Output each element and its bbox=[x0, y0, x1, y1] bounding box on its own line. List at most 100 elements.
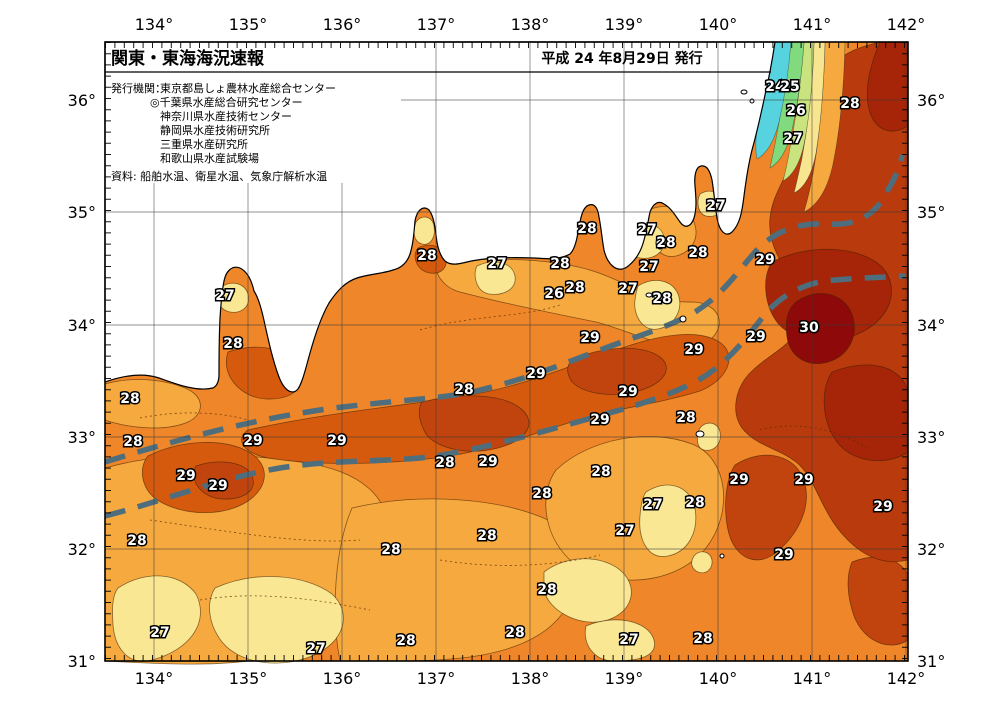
temperature-label: 28 bbox=[123, 434, 142, 450]
temperature-label: 28 bbox=[840, 96, 859, 112]
temperature-label: 29 bbox=[729, 472, 748, 488]
lat-axis-label-left: 36° bbox=[68, 91, 96, 110]
temperature-label: 29 bbox=[478, 454, 497, 470]
temperature-label: 27 bbox=[150, 625, 169, 641]
temperature-label: 27 bbox=[618, 281, 637, 297]
temperature-label: 28 bbox=[127, 533, 146, 549]
lat-axis-label-left: 31° bbox=[68, 652, 96, 671]
temperature-label: 29 bbox=[794, 472, 813, 488]
temperature-label: 25 bbox=[780, 79, 799, 95]
temperature-label: 29 bbox=[774, 547, 793, 563]
temperature-label: 28 bbox=[454, 382, 473, 398]
lon-axis-label-top: 138° bbox=[511, 15, 550, 34]
temperature-label: 28 bbox=[676, 410, 695, 426]
lon-axis-label-bottom: 134° bbox=[135, 669, 174, 688]
lon-axis-label-bottom: 135° bbox=[229, 669, 268, 688]
temperature-label: 29 bbox=[684, 342, 703, 358]
lon-axis-label-top: 135° bbox=[229, 15, 268, 34]
lon-axis-label-top: 134° bbox=[135, 15, 174, 34]
lat-axis-label-right: 32° bbox=[917, 540, 945, 559]
lon-axis-label-bottom: 136° bbox=[323, 669, 362, 688]
temperature-label: 28 bbox=[505, 625, 524, 641]
temperature-label: 28 bbox=[532, 486, 551, 502]
lat-axis-label-right: 33° bbox=[917, 428, 945, 447]
temperature-label: 29 bbox=[755, 252, 774, 268]
temperature-label: 28 bbox=[537, 582, 556, 598]
lon-axis-label-top: 136° bbox=[323, 15, 362, 34]
temperature-label: 27 bbox=[639, 259, 658, 275]
lat-axis-label-left: 32° bbox=[68, 540, 96, 559]
temperature-label: 30 bbox=[799, 320, 819, 336]
temperature-label: 29 bbox=[746, 329, 765, 345]
temperature-label: 28 bbox=[120, 391, 139, 407]
temperature-label: 27 bbox=[615, 523, 634, 539]
temperature-label: 28 bbox=[656, 235, 675, 251]
lat-axis-label-right: 35° bbox=[917, 203, 945, 222]
temperature-label: 27 bbox=[706, 198, 725, 214]
publisher-line: 静岡県水産技術研究所 bbox=[160, 123, 270, 137]
lon-axis-label-top: 142° bbox=[887, 15, 926, 34]
publisher-line: 神奈川県水産技術センター bbox=[160, 109, 292, 123]
lon-axis-label-bottom: 140° bbox=[699, 669, 738, 688]
temperature-label: 28 bbox=[688, 245, 707, 261]
lat-axis-label-left: 35° bbox=[68, 203, 96, 222]
lon-axis-label-bottom: 141° bbox=[793, 669, 832, 688]
temperature-label: 28 bbox=[577, 221, 596, 237]
lon-axis-label-bottom: 142° bbox=[887, 669, 926, 688]
lat-axis-label-left: 33° bbox=[68, 428, 96, 447]
current-line-south bbox=[104, 273, 907, 519]
temperature-label: 28 bbox=[652, 291, 671, 307]
coastal-cool-bands bbox=[755, 41, 846, 213]
temperature-label: 29 bbox=[590, 412, 609, 428]
temperature-label: 26 bbox=[786, 103, 805, 119]
island-hachijojima bbox=[695, 430, 705, 438]
temperature-label: 27 bbox=[783, 131, 802, 147]
map-title: 関東・東海海況速報 bbox=[111, 48, 265, 69]
lon-axis-label-top: 137° bbox=[417, 15, 456, 34]
temperature-label: 28 bbox=[477, 528, 496, 544]
temperature-label: 27 bbox=[619, 632, 638, 648]
map-frame bbox=[104, 41, 909, 662]
lon-axis-label-bottom: 137° bbox=[417, 669, 456, 688]
dotted-contours bbox=[139, 304, 871, 611]
publisher-line: 東京都島しょ農林水産総合センター bbox=[160, 81, 336, 95]
data-source-note: 資料: 船舶水温、衛星水温、気象庁解析水温 bbox=[111, 169, 327, 183]
temperature-label: 27 bbox=[487, 256, 506, 272]
temperature-label: 29 bbox=[526, 366, 545, 382]
island-shikinejima bbox=[653, 294, 659, 300]
temperature-label: 26 bbox=[544, 286, 563, 302]
publisher-label: 発行機関： bbox=[111, 81, 166, 95]
lat-axis-label-right: 31° bbox=[917, 652, 945, 671]
temperature-label: 28 bbox=[685, 495, 704, 511]
coastal-islet-1 bbox=[740, 89, 748, 95]
izu-islands bbox=[645, 89, 755, 559]
temperature-label: 27 bbox=[643, 497, 662, 513]
temperature-label: 28 bbox=[396, 633, 415, 649]
temperature-label: 28 bbox=[565, 280, 584, 296]
header-block: 関東・東海海況速報 平成 24 年8月29日 発行 発行機関： 東京都島しょ農林… bbox=[105, 43, 771, 183]
publisher-line: 和歌山県水産試験場 bbox=[160, 151, 259, 165]
temperature-label: 28 bbox=[435, 455, 454, 471]
current-line-north bbox=[104, 154, 905, 465]
island-oshima bbox=[655, 236, 665, 250]
temperature-label: 28 bbox=[381, 542, 400, 558]
temperature-label: 29 bbox=[618, 384, 637, 400]
lon-axis-label-top: 139° bbox=[605, 15, 644, 34]
axis-labels: 134° 134° 135° 135° 136° 136° 137° 137° 138° 138°… bbox=[68, 15, 946, 688]
temperature-label: 28 bbox=[591, 464, 610, 480]
lon-axis-label-top: 140° bbox=[699, 15, 738, 34]
lat-axis-label-right: 34° bbox=[917, 316, 945, 335]
publisher-line: ◎千葉県水産総合研究センター bbox=[150, 95, 303, 109]
temperature-label: 29 bbox=[243, 433, 262, 449]
island-aogashima bbox=[719, 553, 725, 559]
map-frame-group bbox=[104, 41, 909, 662]
coastal-islet-2 bbox=[749, 98, 755, 104]
lon-axis-label-bottom: 139° bbox=[605, 669, 644, 688]
lon-axis-label-top: 141° bbox=[793, 15, 832, 34]
kuroshio-current-lines bbox=[104, 154, 907, 519]
island-mikurajima bbox=[679, 315, 687, 323]
issue-date: 平成 24 年8月29日 発行 bbox=[541, 50, 702, 67]
temperature-label: 29 bbox=[208, 478, 227, 494]
